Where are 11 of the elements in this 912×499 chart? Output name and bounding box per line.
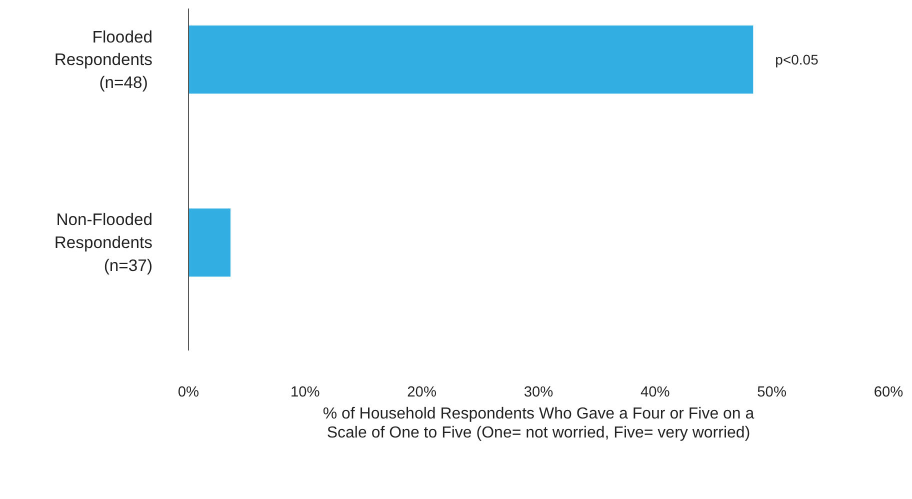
y-tick-label: Flooded Respondents (n=48) [54,27,153,92]
x-tick-label: 50% [757,384,787,400]
x-tick-label: 60% [874,384,904,400]
x-tick-label: 20% [407,384,437,400]
y-tick-label: Non-Flooded Respondents (n=37) [54,210,153,275]
x-tick-label: 10% [290,384,320,400]
x-tick-label: 30% [524,384,554,400]
annotation: p<0.05 [775,52,819,68]
x-tick-label: 0% [178,384,200,400]
x-tick-label: 40% [640,384,670,400]
x-axis-title: % of Household Respondents Who Gave a Four or Five on a Scale of One to Five (One= not worried, Five= very worried) [322,406,754,442]
